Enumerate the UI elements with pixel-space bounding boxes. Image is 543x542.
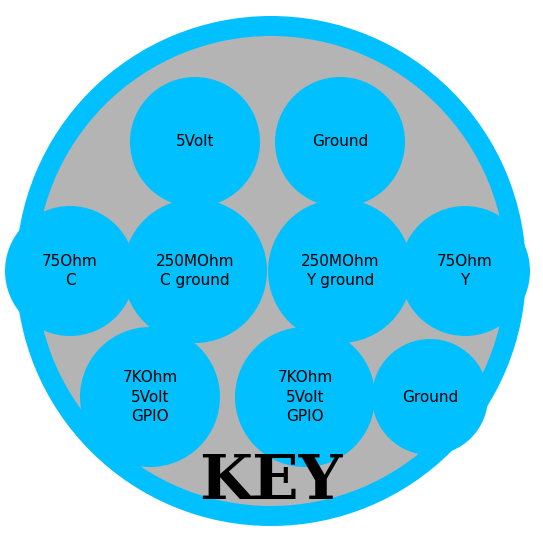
Circle shape [275,77,405,207]
Text: 75Ohm
Y: 75Ohm Y [437,254,493,288]
Circle shape [235,327,375,467]
Circle shape [268,199,412,343]
Circle shape [130,77,260,207]
Circle shape [372,339,488,455]
Text: 7KOhm
5Volt
GPIO: 7KOhm 5Volt GPIO [277,370,333,424]
Circle shape [16,16,526,526]
Text: 250MOhm
C ground: 250MOhm C ground [156,254,234,288]
Text: 250MOhm
Y ground: 250MOhm Y ground [301,254,379,288]
Text: Ground: Ground [402,390,458,404]
Circle shape [36,36,506,506]
Text: 7KOhm
5Volt
GPIO: 7KOhm 5Volt GPIO [122,370,178,424]
Text: KEY: KEY [199,452,343,512]
Text: 5Volt: 5Volt [176,134,214,150]
Circle shape [400,206,530,336]
Circle shape [123,199,267,343]
Text: 75Ohm
C: 75Ohm C [42,254,98,288]
Circle shape [80,327,220,467]
Text: Ground: Ground [312,134,368,150]
Circle shape [5,206,135,336]
